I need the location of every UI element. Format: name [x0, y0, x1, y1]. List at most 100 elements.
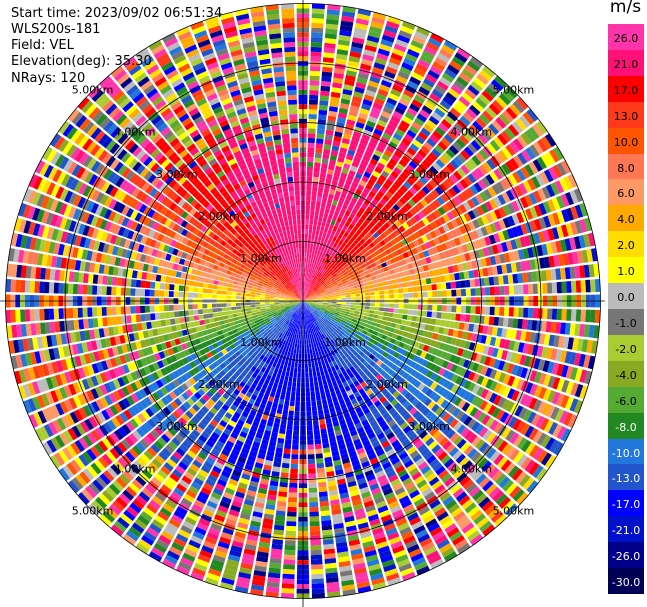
velocity-gate [365, 357, 373, 364]
velocity-gate [196, 495, 208, 505]
velocity-gate [255, 374, 262, 381]
velocity-gate [268, 360, 274, 366]
velocity-gate [394, 256, 401, 262]
velocity-gate [570, 367, 578, 381]
velocity-gate [233, 364, 240, 371]
velocity-gate [316, 240, 321, 246]
velocity-gate [283, 404, 289, 411]
velocity-gate [348, 326, 354, 331]
velocity-gate [457, 193, 467, 203]
velocity-gate [307, 296, 312, 299]
velocity-gate [501, 350, 509, 361]
velocity-gate [330, 350, 336, 356]
velocity-gate [311, 592, 325, 599]
velocity-gate [364, 289, 370, 293]
velocity-gate [220, 532, 233, 540]
velocity-gate [71, 477, 84, 491]
velocity-gate [357, 410, 365, 418]
velocity-gate [497, 456, 508, 469]
velocity-gate [484, 126, 496, 139]
velocity-gate [248, 429, 256, 437]
velocity-gate [407, 263, 414, 270]
velocity-gate [303, 301, 307, 305]
velocity-gate [331, 295, 337, 298]
velocity-gate [265, 591, 279, 598]
velocity-gate [227, 377, 235, 385]
velocity-gate [201, 545, 214, 554]
velocity-gate [352, 282, 359, 286]
velocity-gate [456, 514, 469, 526]
velocity-gate [317, 341, 322, 347]
velocity-gate [386, 123, 397, 132]
velocity-gate [266, 385, 273, 392]
velocity-gate [490, 79, 504, 92]
velocity-gate [460, 164, 470, 175]
velocity-gate [363, 407, 371, 415]
velocity-gate [320, 505, 330, 512]
velocity-gate [459, 179, 469, 189]
velocity-gate [442, 369, 450, 379]
velocity-gate [236, 344, 242, 351]
velocity-gate [337, 112, 347, 119]
velocity-gate [418, 86, 430, 96]
velocity-gate [437, 305, 443, 312]
velocity-gate [371, 377, 379, 385]
velocity-gate [509, 103, 522, 117]
velocity-gate [449, 531, 463, 542]
velocity-gate [341, 328, 347, 333]
velocity-gate [383, 166, 393, 175]
velocity-gate [354, 126, 364, 134]
velocity-gate [545, 321, 552, 333]
velocity-gate [92, 479, 104, 492]
velocity-gate [510, 239, 518, 250]
velocity-gate [464, 252, 471, 262]
velocity-gate [412, 389, 421, 398]
velocity-gate [276, 336, 281, 342]
velocity-gate [269, 391, 276, 398]
velocity-gate [449, 394, 459, 404]
velocity-gate [330, 219, 336, 226]
velocity-gate [314, 332, 318, 338]
velocity-gate [329, 310, 335, 314]
velocity-gate [427, 248, 434, 256]
velocity-gate [365, 224, 372, 232]
velocity-gate [336, 53, 348, 61]
velocity-gate [252, 441, 261, 448]
velocity-gate [422, 217, 430, 226]
velocity-gate [329, 209, 335, 215]
velocity-gate [263, 394, 269, 401]
velocity-gate [186, 398, 195, 407]
velocity-gate [502, 374, 511, 385]
velocity-gate [300, 320, 302, 325]
velocity-gate [423, 514, 435, 524]
velocity-gate [447, 328, 454, 337]
velocity-gate [371, 16, 385, 25]
velocity-gate [315, 307, 320, 311]
velocity-gate [361, 133, 371, 142]
velocity-gate [319, 310, 324, 314]
velocity-gate [319, 256, 324, 262]
velocity-gate [401, 276, 407, 283]
velocity-gate [324, 456, 332, 463]
velocity-gate [243, 339, 250, 345]
velocity-gate [102, 490, 114, 502]
velocity-gate [440, 454, 451, 465]
velocity-gate [105, 450, 117, 463]
velocity-gate [341, 335, 347, 341]
velocity-gate [288, 357, 293, 363]
velocity-gate [288, 327, 292, 332]
velocity-gate [308, 258, 311, 264]
velocity-gate [374, 295, 380, 299]
velocity-gate [151, 476, 162, 487]
velocity-gate [324, 139, 332, 146]
velocity-gate [278, 433, 285, 439]
velocity-gate [323, 452, 332, 458]
velocity-gate [290, 332, 294, 338]
velocity-gate [318, 216, 323, 222]
velocity-gate [331, 298, 337, 301]
velocity-gate [573, 188, 583, 203]
velocity-gate [450, 337, 457, 346]
velocity-gate [408, 292, 414, 298]
velocity-gate [311, 295, 317, 298]
velocity-gate [110, 524, 124, 537]
